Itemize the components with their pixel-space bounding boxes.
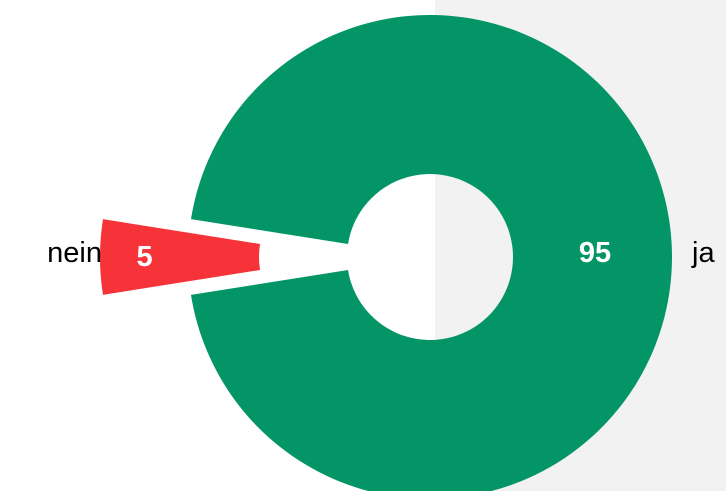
- category-label-ja: ja: [691, 237, 715, 269]
- slice-nein: [100, 219, 261, 295]
- slice-ja: [190, 15, 672, 491]
- data-label-ja: 95: [579, 237, 611, 269]
- category-label-nein: nein: [47, 237, 102, 269]
- data-label-nein: 5: [136, 241, 152, 273]
- slices-layer: [100, 15, 672, 491]
- labels-layer: 95 ja 5 nein: [47, 237, 715, 273]
